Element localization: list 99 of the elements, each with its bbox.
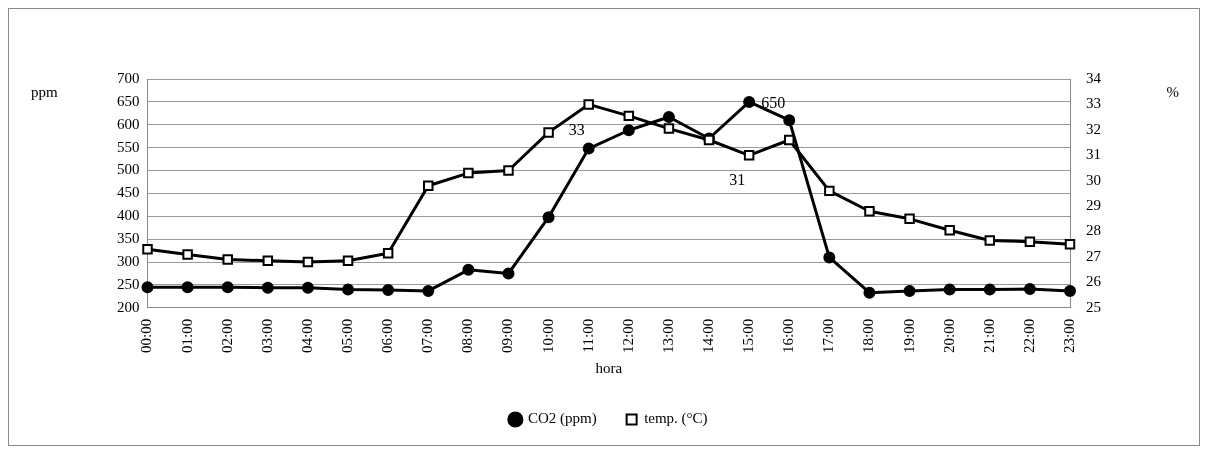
x-tick-label: 20:00 [940, 318, 957, 353]
point [422, 284, 435, 297]
point [623, 110, 635, 122]
x-tick-label: 16:00 [780, 318, 797, 353]
point [502, 267, 515, 280]
x-tick-label: 22:00 [1020, 318, 1037, 353]
point [182, 249, 193, 260]
point [743, 150, 755, 161]
y-tick-label: 250 [117, 275, 140, 292]
data-label: 33 [568, 120, 585, 138]
point [663, 123, 675, 134]
x-tick-label: 15:00 [740, 318, 757, 353]
x-tick-label: 18:00 [860, 318, 877, 353]
y-tick-label: 200 [117, 298, 140, 315]
y2-tick-label: 28 [1086, 222, 1101, 239]
x-tick-label: 13:00 [659, 318, 676, 353]
x-tick-label: 06:00 [379, 318, 396, 353]
x-tick-label: 07:00 [419, 318, 436, 353]
point [1064, 284, 1076, 297]
point [382, 283, 395, 296]
point [662, 110, 675, 123]
point [622, 124, 635, 137]
point [943, 283, 956, 296]
x-tick-label: 03:00 [258, 318, 275, 353]
point [824, 185, 835, 197]
point [863, 286, 876, 299]
x-tick-label: 05:00 [338, 318, 355, 353]
point [423, 180, 434, 192]
legend-label: temp. (°C) [644, 410, 708, 428]
point [983, 283, 996, 296]
x-tick-label: 14:00 [699, 318, 716, 353]
point [141, 281, 154, 294]
y2-tick-label: 31 [1086, 146, 1101, 163]
point [382, 247, 394, 259]
y2-tick-label: 32 [1086, 120, 1101, 137]
point [221, 281, 234, 294]
x-tick-label: 01:00 [178, 318, 195, 353]
point [261, 281, 274, 294]
y2-tick-label: 33 [1086, 95, 1101, 112]
point [342, 255, 354, 267]
y-tick-label: 700 [117, 69, 140, 86]
legend-label: CO2 (ppm) [527, 410, 597, 428]
y2-tick-label: 27 [1086, 247, 1102, 264]
point [1024, 236, 1036, 247]
point [302, 256, 314, 268]
y2-tick-label: 29 [1086, 197, 1101, 214]
x-tick-label: 11:00 [579, 318, 596, 353]
point [542, 211, 555, 224]
point [864, 205, 875, 217]
x-tick-label: 08:00 [459, 318, 476, 353]
y-tick-label: 350 [117, 230, 140, 247]
x-tick-label: 19:00 [900, 318, 917, 353]
x-tick-label: 10:00 [539, 318, 556, 353]
x-axis-title: hora [595, 359, 623, 376]
x-tick-label: 00:00 [138, 318, 155, 353]
y-axis-title: ppm [31, 83, 58, 100]
x-tick-label: 17:00 [820, 318, 837, 353]
point [823, 251, 836, 264]
point [301, 281, 314, 294]
x-tick-label: 12:00 [619, 318, 636, 353]
data-label: 31 [729, 171, 746, 189]
point [462, 263, 475, 276]
point [222, 254, 233, 265]
point [743, 95, 756, 108]
point [503, 165, 514, 176]
point [904, 213, 915, 225]
point [262, 255, 274, 267]
point [583, 99, 594, 110]
point [1064, 239, 1076, 250]
point [582, 142, 595, 155]
point [181, 281, 194, 294]
point [784, 134, 795, 146]
y-tick-label: 300 [117, 253, 140, 269]
data-label: 650 [761, 94, 786, 112]
y-tick-label: 500 [117, 161, 140, 178]
y2-tick-label: 30 [1086, 171, 1101, 188]
x-tick-label: 04:00 [298, 318, 315, 353]
point [1023, 283, 1036, 296]
x-tick-label: 21:00 [980, 318, 997, 353]
point [463, 167, 474, 179]
y-tick-label: 400 [117, 207, 140, 224]
y2-axis-title: % [1166, 83, 1179, 100]
point [342, 283, 355, 296]
point [783, 114, 796, 127]
x-tick-label: 23:00 [1060, 318, 1077, 353]
y2-tick-label: 25 [1086, 298, 1101, 315]
y2-tick-label: 34 [1086, 69, 1102, 86]
y-tick-label: 600 [117, 115, 140, 132]
y-tick-label: 650 [117, 92, 140, 109]
point [142, 244, 153, 255]
x-tick-label: 09:00 [499, 318, 516, 353]
point [984, 235, 996, 246]
y-tick-label: 450 [117, 184, 140, 201]
y2-tick-label: 26 [1086, 273, 1102, 290]
x-tick-label: 02:00 [218, 318, 235, 353]
point [543, 127, 554, 138]
point [944, 225, 955, 236]
point [903, 284, 916, 297]
y-tick-label: 550 [117, 138, 140, 155]
